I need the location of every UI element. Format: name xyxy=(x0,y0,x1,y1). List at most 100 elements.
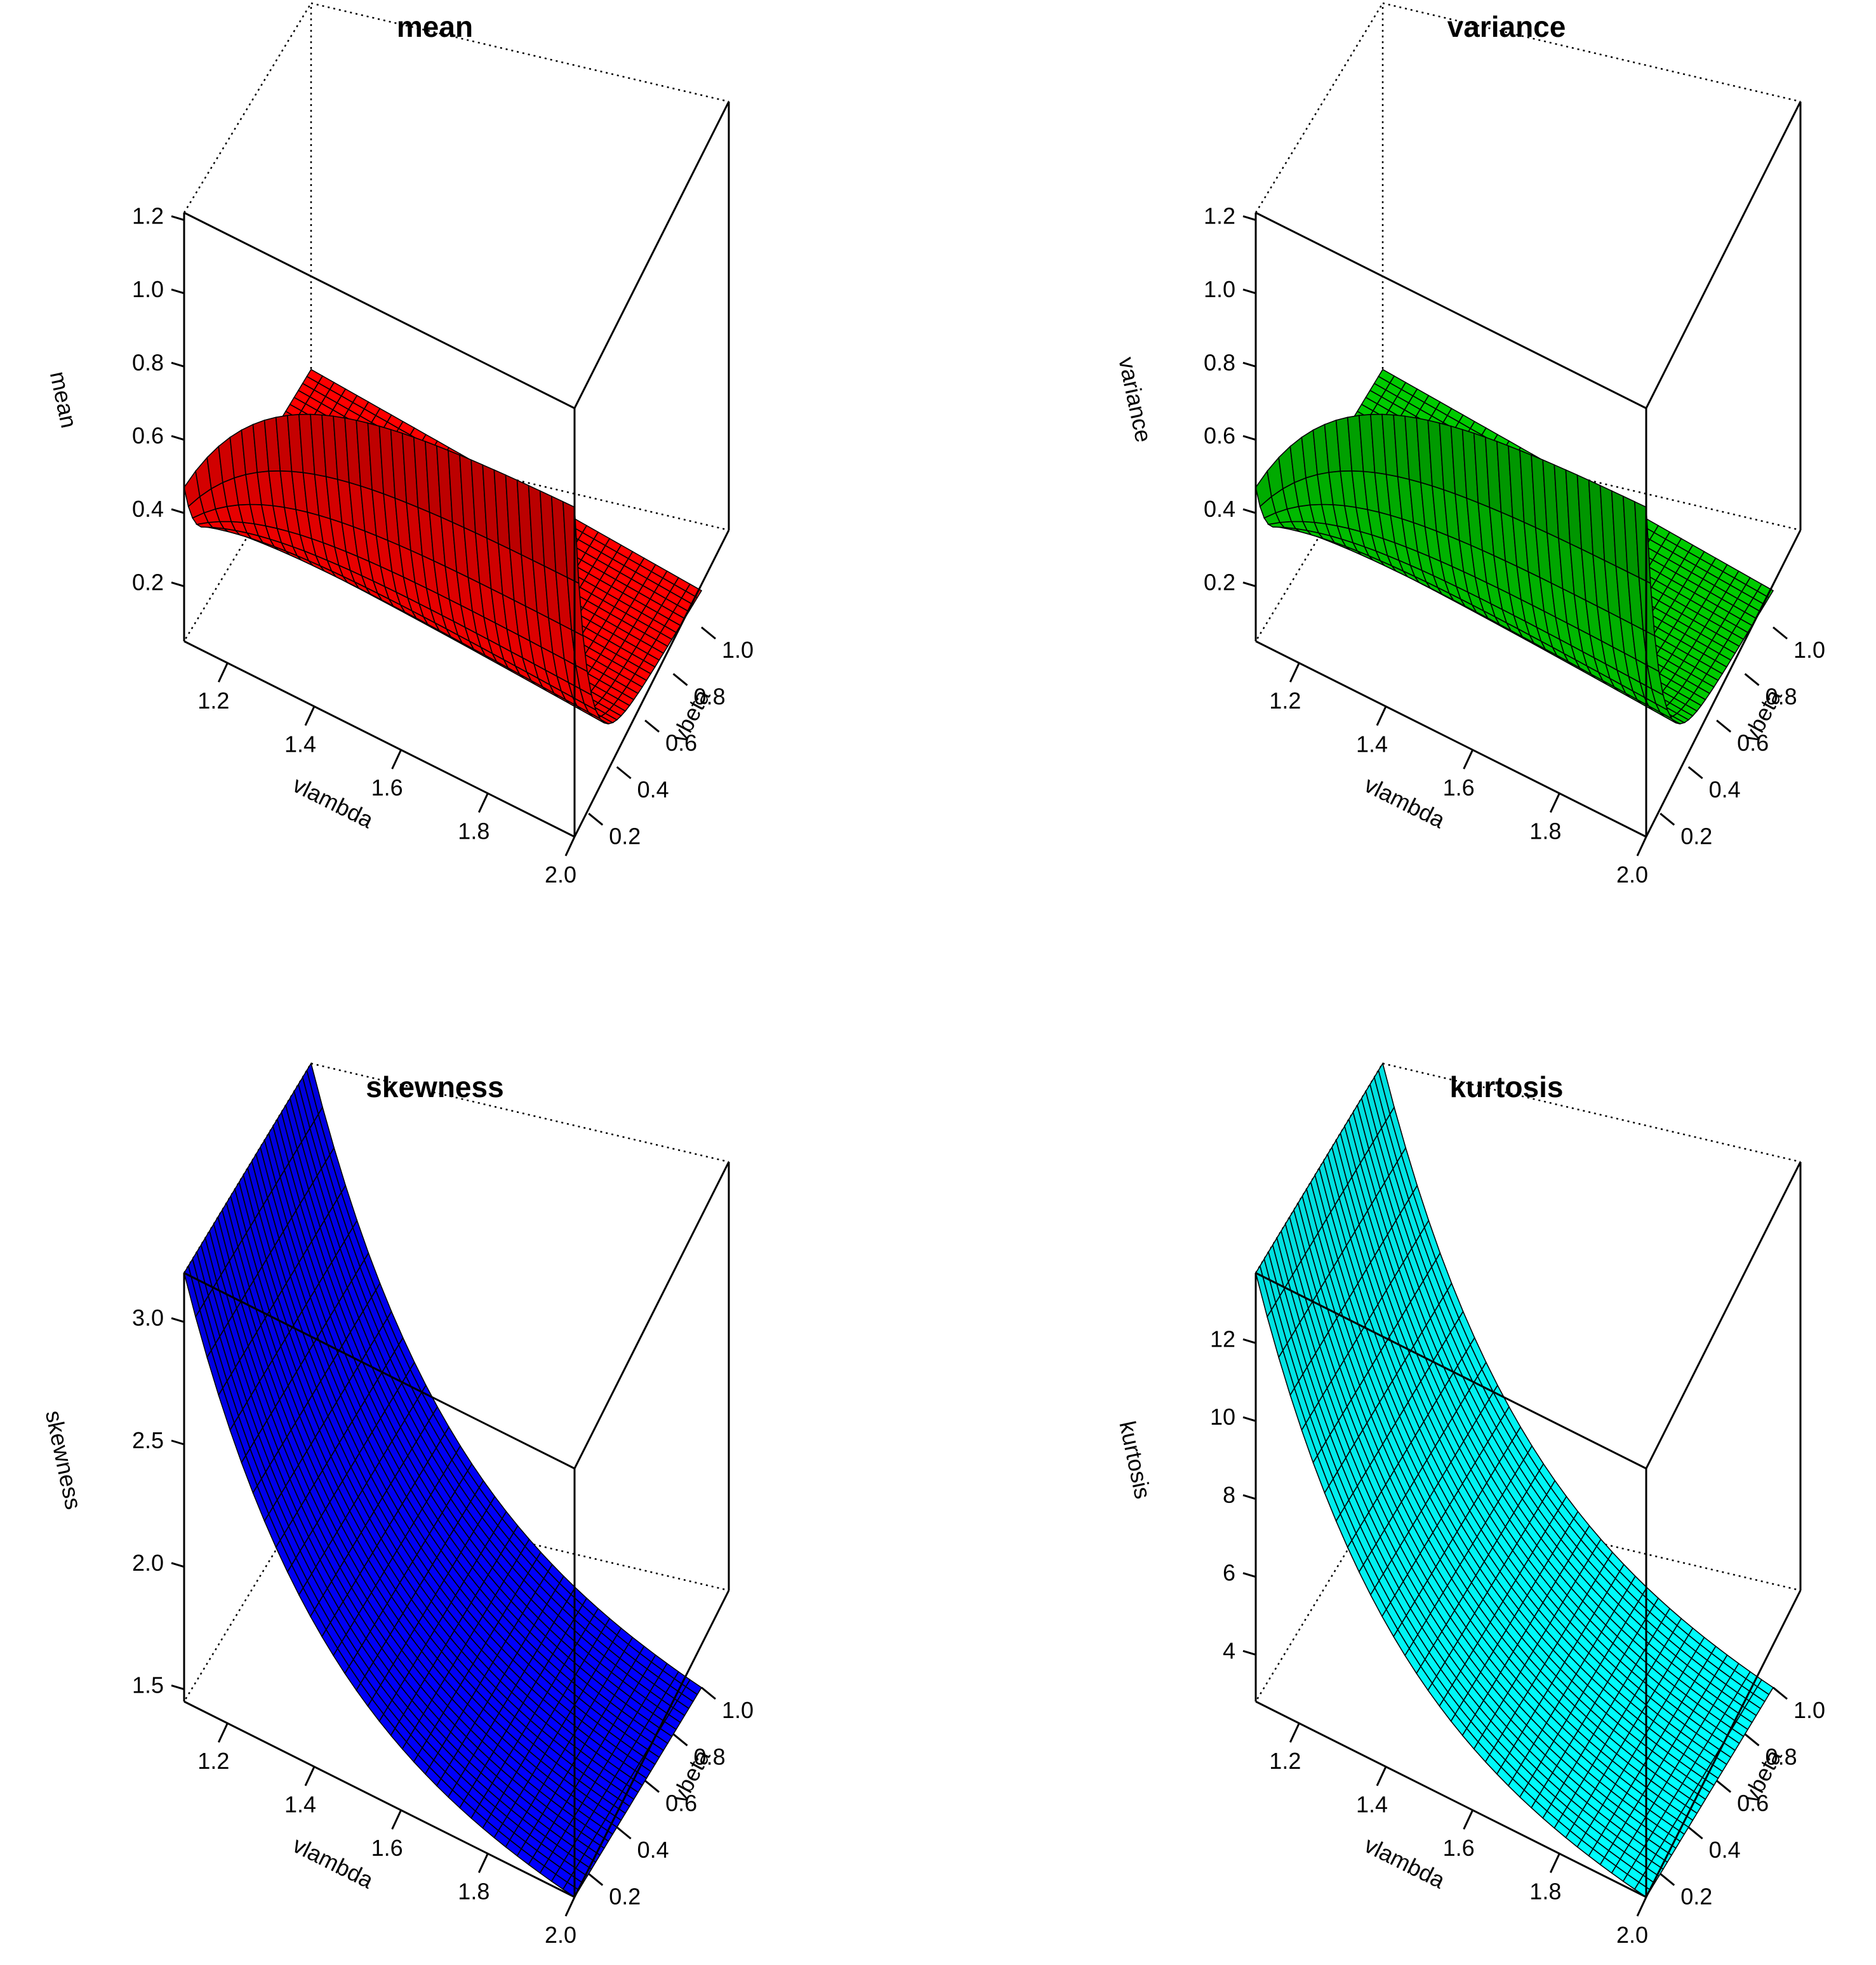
x-tick-label: 2.0 xyxy=(1616,1922,1648,1948)
z-tick xyxy=(171,1439,185,1446)
x-tick-label: 1.6 xyxy=(1443,1835,1475,1861)
y-axis: 0.2 0.4 0.6 0.8 1.0 xyxy=(588,1686,754,1909)
y-tick xyxy=(1773,626,1788,640)
y-tick xyxy=(1744,673,1760,686)
y-tick-label: 0.2 xyxy=(609,1883,641,1909)
z-tick-label: 1.5 xyxy=(132,1672,164,1698)
y-tick xyxy=(644,719,660,733)
box-edge xyxy=(183,1700,575,1898)
z-tick-label: 0.2 xyxy=(1204,569,1235,595)
z-tick-label: 0.2 xyxy=(132,569,164,595)
kurtosis-surface-plot: kurtosis 4 6 8 10 12 kurtosis 1.2 1.4 1.6 1.8 2.0 v… xyxy=(1114,1062,1825,1948)
y-tick-label: 1.0 xyxy=(722,637,754,663)
z-tick-label: 0.8 xyxy=(1204,349,1235,375)
box-edge xyxy=(183,640,575,838)
box-visible-edges xyxy=(1254,101,1802,838)
y-axis-title: vbeta xyxy=(1738,684,1787,747)
x-tick-label: 1.4 xyxy=(1356,1792,1388,1818)
y-tick xyxy=(1687,1826,1703,1840)
y-axis-title: vbeta xyxy=(1738,1745,1787,1807)
z-tick xyxy=(1242,508,1256,514)
z-tick xyxy=(1242,1416,1256,1422)
z-tick-label: 1.0 xyxy=(132,276,164,302)
y-tick xyxy=(1773,1686,1788,1700)
y-tick-label: 0.4 xyxy=(1709,776,1741,803)
y-axis: 0.2 0.4 0.6 0.8 1.0 xyxy=(1660,1686,1825,1909)
y-tick-label: 1.0 xyxy=(1793,1697,1825,1723)
y-tick-label: 1.0 xyxy=(1793,637,1825,663)
box-edge xyxy=(183,1272,575,1470)
x-axis-title: vlambda xyxy=(289,1832,378,1894)
z-tick xyxy=(1242,435,1256,441)
z-tick-label: 1.0 xyxy=(1204,276,1235,302)
x-axis-title: vlambda xyxy=(1360,771,1450,834)
y-tick xyxy=(1687,766,1703,780)
y-axis: 0.2 0.4 0.6 0.8 1.0 xyxy=(588,626,754,849)
box-edge xyxy=(1255,1272,1647,1470)
box-hidden-edge xyxy=(1254,3,1384,213)
y-tick-label: 0.6 xyxy=(665,730,697,756)
z-tick xyxy=(1242,361,1256,368)
z-tick xyxy=(1242,582,1256,587)
x-tick-label: 1.4 xyxy=(284,1792,316,1818)
box-hidden-edge xyxy=(1382,1062,1801,1163)
z-tick xyxy=(171,1562,185,1568)
y-tick-label: 0.4 xyxy=(637,776,669,803)
z-tick xyxy=(171,508,185,514)
z-tick xyxy=(1242,1494,1256,1500)
x-tick xyxy=(1636,1896,1647,1917)
x-tick-label: 2.0 xyxy=(1616,862,1648,888)
box-edge xyxy=(573,1590,730,1898)
y-tick xyxy=(616,766,632,780)
x-tick-label: 1.8 xyxy=(1529,1879,1561,1905)
y-tick-label: 0.4 xyxy=(1709,1837,1741,1863)
y-tick xyxy=(701,626,716,640)
z-tick xyxy=(1242,288,1256,295)
z-tick xyxy=(1242,1572,1256,1578)
z-tick-label: 2.0 xyxy=(132,1550,164,1576)
box-edge xyxy=(1255,640,1647,838)
z-tick-label: 1.2 xyxy=(132,203,164,229)
y-tick xyxy=(1660,813,1675,826)
z-tick-label: 0.4 xyxy=(1204,496,1235,522)
y-axis: 0.2 0.4 0.6 0.8 1.0 xyxy=(1660,626,1825,849)
box-edge xyxy=(573,1161,730,1469)
box-edge xyxy=(1645,1590,1802,1898)
variance-surface-plot: variance 0.20.40.60.81.01.2variance1.21.… xyxy=(1114,2,1825,888)
x-tick xyxy=(304,706,316,726)
z-tick-label: 0.6 xyxy=(1204,423,1235,449)
x-tick xyxy=(1463,749,1474,769)
box-edge xyxy=(1255,211,1647,410)
x-tick-label: 1.8 xyxy=(1529,818,1561,844)
x-axis: 1.2 1.4 1.6 1.8 2.0 xyxy=(197,662,576,888)
z-tick xyxy=(171,582,185,587)
x-axis: 1.2 1.4 1.6 1.8 2.0 xyxy=(197,1722,576,1948)
z-tick xyxy=(1242,1649,1256,1656)
y-tick xyxy=(644,1780,660,1793)
x-tick xyxy=(564,836,576,856)
x-tick xyxy=(1289,1722,1300,1743)
x-tick xyxy=(391,1809,402,1830)
y-tick-label: 0.6 xyxy=(665,1790,697,1816)
y-tick-label: 0.2 xyxy=(1680,823,1712,849)
x-axis-title: vlambda xyxy=(289,771,378,834)
y-tick-label: 1.0 xyxy=(722,1697,754,1723)
x-axis-title: vlambda xyxy=(1360,1832,1450,1894)
z-axis: 0.2 0.4 0.6 0.8 1.0 1.2 xyxy=(132,203,185,595)
surface-mesh xyxy=(1255,1062,1774,1898)
box-visible-edges xyxy=(183,101,730,838)
x-tick xyxy=(564,1896,576,1917)
x-tick-label: 1.6 xyxy=(1443,775,1475,801)
z-tick-label: 0.8 xyxy=(132,349,164,375)
y-axis-title: vbeta xyxy=(666,1745,715,1807)
x-tick xyxy=(304,1766,316,1787)
z-tick-label: 0.4 xyxy=(132,496,164,522)
x-tick-label: 1.2 xyxy=(197,1748,229,1774)
z-tick xyxy=(171,1317,185,1323)
box-hidden-edge xyxy=(310,2,729,103)
box-edge xyxy=(1645,1161,1802,1469)
box-hidden-edge xyxy=(183,3,312,213)
z-tick-label: 8 xyxy=(1223,1482,1235,1508)
x-tick xyxy=(1463,1809,1474,1830)
